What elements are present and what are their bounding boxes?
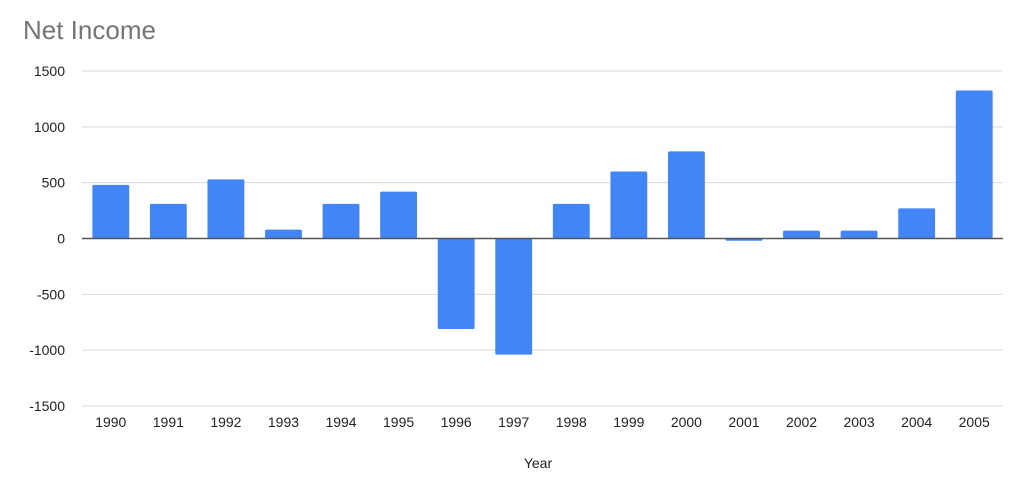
- bars: [92, 90, 993, 355]
- x-tick-label: 1995: [383, 414, 414, 430]
- chart-title: Net Income: [23, 15, 156, 45]
- bar-1993: [265, 229, 302, 239]
- bar-1996: [437, 238, 475, 329]
- bar-1992: [207, 179, 245, 239]
- bar-1994: [322, 203, 360, 239]
- bar-2004: [898, 208, 936, 239]
- x-tick-label: 1994: [325, 414, 356, 430]
- bar-2002: [783, 230, 820, 239]
- x-tick-label: 1998: [556, 414, 587, 430]
- x-tick-label: 1999: [613, 414, 644, 430]
- y-tick-label: -1500: [29, 398, 65, 414]
- x-axis-label: Year: [524, 455, 553, 471]
- bar-2000: [667, 151, 705, 239]
- x-tick-label: 1990: [95, 414, 126, 430]
- x-tick-label: 2000: [671, 414, 702, 430]
- y-tick-label: -1000: [29, 342, 65, 358]
- bar-2003: [840, 230, 878, 239]
- x-tick-label: 2001: [728, 414, 759, 430]
- y-axis-ticks: 1500 1000 500 0 -500 -1000 -1500: [29, 63, 65, 414]
- bar-1991: [149, 203, 187, 239]
- x-tick-label: 1992: [210, 414, 241, 430]
- bar-1998: [552, 203, 590, 239]
- y-tick-label: 500: [42, 175, 66, 191]
- y-tick-label: 1000: [34, 119, 65, 135]
- x-axis-ticks: 1990 1991 1992 1993 1994 1995 1996 1997 1998 1999…: [95, 414, 990, 430]
- bar-1995: [380, 191, 418, 239]
- y-tick-label: 1500: [34, 63, 65, 79]
- x-tick-label: 1993: [268, 414, 299, 430]
- x-tick-label: 2002: [786, 414, 817, 430]
- y-tick-label: -500: [37, 286, 65, 302]
- x-tick-label: 1991: [153, 414, 184, 430]
- x-tick-label: 2005: [959, 414, 990, 430]
- x-tick-label: 2003: [844, 414, 875, 430]
- y-tick-label: 0: [57, 231, 65, 247]
- bar-1999: [610, 171, 648, 239]
- x-tick-label: 1996: [441, 414, 472, 430]
- x-tick-label: 2004: [901, 414, 932, 430]
- bar-2005: [955, 90, 993, 239]
- bar-1997: [495, 238, 533, 355]
- bar-1990: [92, 184, 130, 239]
- x-tick-label: 1997: [498, 414, 529, 430]
